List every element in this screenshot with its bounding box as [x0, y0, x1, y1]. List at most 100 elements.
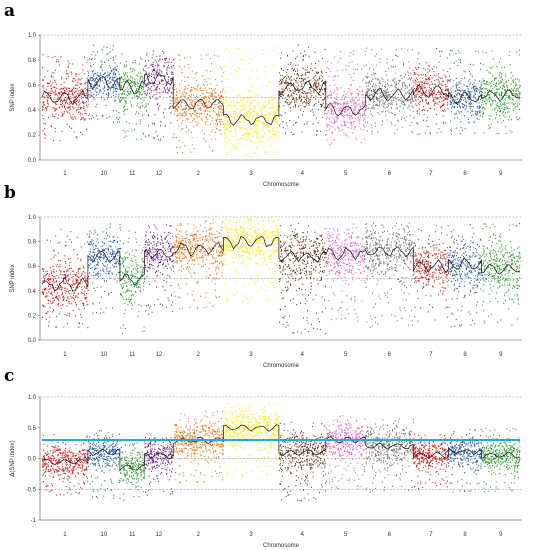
snp-point [241, 120, 243, 123]
snp-point [382, 106, 384, 108]
snp-point [515, 105, 517, 108]
snp-point [95, 273, 97, 276]
snp-point [185, 85, 186, 87]
snp-point [351, 117, 353, 119]
snp-point [131, 130, 133, 132]
snp-point [159, 70, 161, 72]
snp-point [111, 264, 113, 266]
snp-point [261, 109, 263, 111]
snp-point [446, 85, 448, 87]
snp-point [372, 94, 374, 96]
snp-point [60, 100, 61, 102]
snp-point [494, 92, 496, 94]
snp-point [508, 54, 510, 56]
snp-point [167, 88, 169, 91]
snp-point [302, 88, 303, 90]
snp-point [176, 101, 178, 103]
snp-point [86, 300, 88, 302]
snp-point [385, 93, 387, 95]
snp-point [148, 59, 150, 62]
snp-point [254, 105, 256, 107]
snp-point [315, 72, 317, 74]
snp-point [388, 103, 390, 105]
snp-point [110, 86, 112, 88]
snp-point [215, 100, 217, 103]
snp-point [309, 87, 311, 89]
snp-point [140, 138, 142, 140]
snp-point [315, 86, 317, 88]
snp-point [300, 81, 302, 83]
snp-point [315, 102, 317, 105]
snp-point [98, 302, 100, 304]
snp-point [190, 151, 192, 153]
snp-point [423, 114, 425, 116]
snp-point [518, 81, 520, 83]
snp-point [358, 116, 359, 119]
snp-point [91, 57, 93, 59]
snp-point [363, 129, 365, 131]
snp-point [196, 96, 198, 98]
snp-point [291, 101, 293, 103]
snp-point [53, 291, 55, 293]
snp-point [242, 137, 243, 139]
snp-point [472, 87, 474, 89]
snp-point [450, 133, 452, 135]
snp-point [66, 315, 68, 317]
snp-point [58, 97, 60, 99]
snp-point [485, 52, 487, 54]
snp-point [62, 304, 64, 306]
snp-point [290, 110, 292, 112]
snp-point [452, 85, 454, 87]
snp-point [489, 126, 491, 129]
snp-point [73, 100, 74, 102]
snp-point [475, 113, 477, 115]
snp-point [377, 131, 379, 133]
snp-point [418, 74, 420, 77]
snp-point [69, 90, 70, 93]
snp-point [78, 86, 80, 88]
snp-point [185, 107, 187, 109]
snp-point [507, 107, 509, 110]
snp-point [485, 83, 487, 85]
snp-point [273, 97, 275, 100]
snp-point [224, 122, 226, 124]
snp-point [196, 94, 198, 96]
snp-point [506, 81, 507, 83]
snp-point [93, 97, 95, 99]
snp-point [83, 119, 85, 121]
snp-point [74, 299, 76, 301]
snp-point [507, 87, 508, 89]
snp-point [351, 100, 353, 102]
snp-point [251, 116, 253, 118]
snp-point [505, 73, 507, 75]
snp-point [306, 102, 308, 104]
snp-point [170, 122, 172, 124]
snp-point [254, 106, 256, 108]
snp-point [94, 78, 96, 80]
snp-point [102, 254, 104, 257]
snp-point [60, 307, 62, 309]
snp-point [45, 271, 47, 273]
snp-point [258, 102, 260, 104]
snp-point [108, 294, 110, 296]
snp-point [428, 102, 429, 104]
snp-point [49, 94, 51, 97]
snp-point [428, 90, 430, 92]
snp-point [450, 111, 452, 113]
snp-point [219, 121, 221, 123]
snp-point [86, 100, 88, 103]
snp-point [331, 111, 333, 113]
snp-point [409, 96, 411, 98]
snp-point [479, 111, 481, 113]
snp-point [256, 124, 258, 126]
snp-point [290, 107, 291, 109]
snp-point [240, 126, 242, 128]
snp-point [316, 134, 318, 136]
snp-point [423, 82, 425, 85]
snp-point [129, 101, 131, 103]
snp-point [504, 108, 506, 110]
snp-point [209, 57, 211, 60]
snp-point [443, 100, 445, 102]
snp-point [261, 121, 263, 124]
